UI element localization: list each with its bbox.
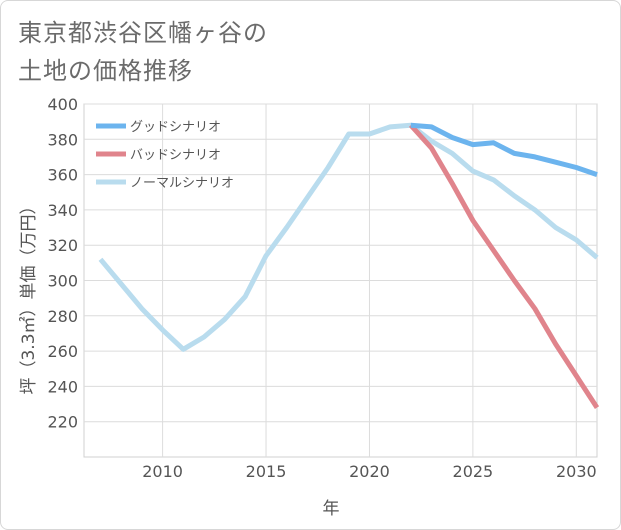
chart-title: 東京都渋谷区幡ヶ谷の 土地の価格推移 <box>18 14 268 90</box>
y-tick-label: 400 <box>47 95 78 114</box>
x-tick-label: 2020 <box>349 462 390 481</box>
legend-label-1: バッドシナリオ <box>130 148 221 163</box>
legend-label-0: グッドシナリオ <box>130 120 221 135</box>
grid-lines <box>84 103 597 457</box>
legend-label-2: ノーマルシナリオ <box>130 176 234 191</box>
y-tick-label: 260 <box>47 342 78 361</box>
y-tick-label: 320 <box>47 236 78 255</box>
y-axis-label: 坪（3.3㎡）単価（万円） <box>19 197 39 394</box>
x-tick-label: 2015 <box>246 462 287 481</box>
x-tick-label: 2030 <box>556 462 597 481</box>
y-tick-label: 340 <box>47 201 78 220</box>
y-tick-label: 300 <box>47 272 78 291</box>
y-tick-label: 280 <box>47 307 78 326</box>
y-tick-label: 220 <box>47 413 78 432</box>
x-tick-label: 2025 <box>453 462 494 481</box>
y-tick-label: 360 <box>47 166 78 185</box>
series-line-0 <box>410 122 598 177</box>
y-tick-labels: 220 240 260 280 300 320 340 360 380 400 <box>47 95 78 432</box>
series-lines <box>98 122 600 409</box>
x-tick-label: 2010 <box>142 462 183 481</box>
x-tick-labels: 2010 2015 2020 2025 2030 <box>142 462 596 481</box>
x-axis-label: 年 <box>323 499 340 519</box>
chart-title-line-1: 東京都渋谷区幡ヶ谷の <box>18 19 268 47</box>
chart-title-line-2: 土地の価格推移 <box>18 57 193 85</box>
y-tick-label: 380 <box>47 130 78 149</box>
y-tick-label: 240 <box>47 377 78 396</box>
series-line-2 <box>98 122 599 352</box>
series-line-1 <box>408 123 600 409</box>
